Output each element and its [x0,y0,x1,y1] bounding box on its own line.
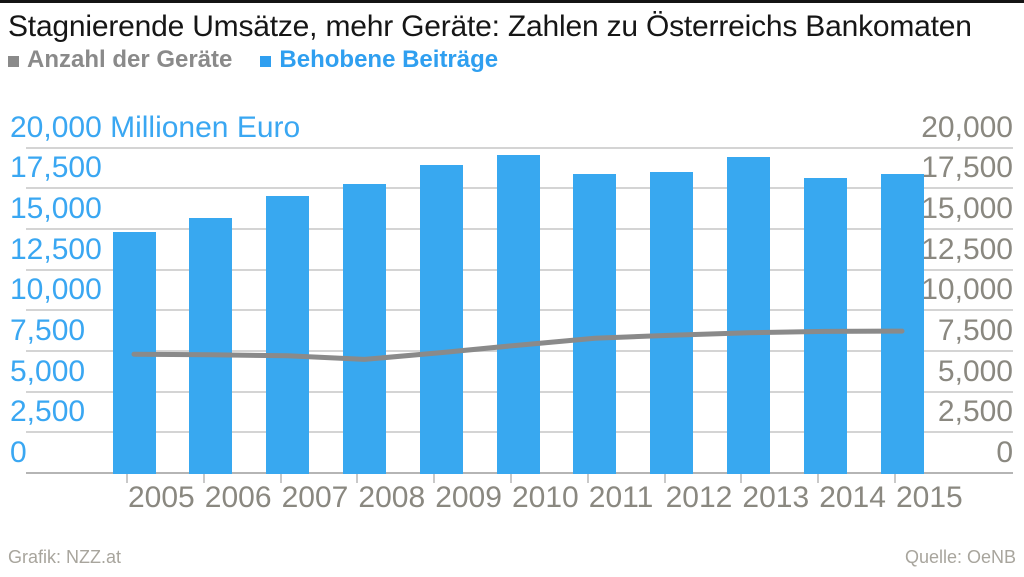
x-tick-2015 [894,474,896,483]
x-axis-label-2013: 2013 [742,481,810,514]
y-axis-label-right-2500: 2,500 [937,395,1013,429]
legend: Anzahl der Geräte Behobene Beiträge [8,46,498,74]
footer-source: Quelle: OeNB [904,547,1016,567]
x-tick-2012 [663,474,666,483]
x-tick-2010 [510,474,512,483]
y-axis-label-left-7500: 7,500 [10,313,86,347]
bar-2013 [726,156,770,474]
y-axis-label-right-20000: 20,000 [921,110,1013,144]
footer: Grafik: NZZ.at Quelle: OeNB [8,547,1016,568]
y-axis-label-right-12500: 12,500 [921,232,1013,266]
bar-2010 [496,154,540,474]
legend-label-anzahl-der-geraete: Anzahl der Geräte [27,46,233,73]
x-axis-label-2014: 2014 [819,481,886,514]
legend-label-behobene-beitraege: Behobene Beiträge [279,46,499,73]
y-axis-label-left-15000: 15,000 [10,191,102,225]
x-tick-2005 [126,474,128,483]
y-axis-label-right-15000: 15,000 [921,191,1013,225]
x-axis-label-2006: 2006 [204,481,272,514]
y-axis-label-left-10000: 10,000 [10,273,102,307]
bar-2007 [266,196,310,474]
x-axis-label-2009: 2009 [435,481,502,514]
y-axis-label-right-0: 0 [996,436,1013,469]
footer-credit: Grafik: NZZ.at [8,547,122,567]
y-axis-label-left-0: 0 [10,436,27,469]
y-axis-label-left-5000: 5,000 [10,354,86,388]
x-tick-2006 [202,474,205,483]
bar-2008 [342,184,386,474]
bar-2011 [573,174,617,474]
x-axis-label-2010: 2010 [512,481,579,514]
x-tick-2013 [740,474,743,483]
x-axis-label-2008: 2008 [358,481,426,514]
bar-2009 [419,164,463,474]
x-axis-label-2005: 2005 [128,481,195,514]
legend-item-behobene-beitraege: Behobene Beiträge [260,46,498,74]
bar-2015 [880,173,924,474]
x-tick-2014 [817,474,820,483]
top-border [0,0,1024,3]
gridline-20000 [26,146,1013,149]
x-axis-label-2011: 2011 [588,481,654,514]
y-axis-label-right-10000: 10,000 [921,273,1013,307]
x-axis-label-2015: 2015 [896,481,963,514]
bar-2012 [650,171,694,474]
x-tick-2009 [433,474,436,483]
y-axis-label-left-12500: 12,500 [10,232,102,266]
bar-2014 [803,178,847,474]
y-axis-label-left-17500: 17,500 [10,151,102,185]
y-axis-label-left-2500: 2,500 [10,395,86,429]
x-tick-2011 [586,474,589,483]
y-axis-label-left-20000: 20,000 Millionen Euro [10,110,301,144]
chart-title: Stagnierende Umsätze, mehr Geräte: Zahle… [8,10,972,43]
x-tick-2008 [356,474,359,483]
x-axis-label-2012: 2012 [665,481,733,514]
bar-2005 [112,232,156,474]
legend-swatch-gray-icon [8,55,19,67]
x-tick-2007 [279,474,282,483]
y-axis-label-right-5000: 5,000 [937,354,1013,388]
x-axis-label-2007: 2007 [281,481,349,514]
legend-item-anzahl-der-geraete: Anzahl der Geräte [8,46,232,74]
y-axis-label-right-7500: 7,500 [937,313,1013,347]
y-axis-label-right-17500: 17,500 [921,151,1013,185]
legend-swatch-blue-icon [260,55,272,67]
bar-2006 [189,217,233,474]
